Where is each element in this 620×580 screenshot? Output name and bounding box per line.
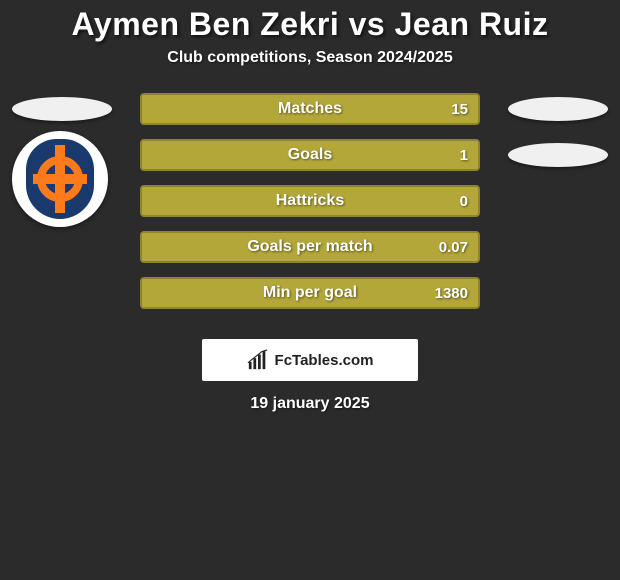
- stat-bar: Goals1: [140, 139, 480, 171]
- date-text: 19 january 2025: [0, 395, 620, 413]
- stat-value: 0.07: [439, 239, 468, 256]
- stat-label: Goals: [142, 146, 478, 164]
- page-title: Aymen Ben Zekri vs Jean Ruiz: [0, 0, 620, 43]
- stat-bar: Matches15: [140, 93, 480, 125]
- stat-label: Goals per match: [142, 238, 478, 256]
- stat-row: Min per goal1380: [0, 277, 620, 323]
- brand-box: FcTables.com: [202, 339, 418, 381]
- stat-label: Matches: [142, 100, 478, 118]
- stat-value: 15: [451, 101, 468, 118]
- stat-label: Min per goal: [142, 284, 478, 302]
- stat-rows-container: Matches15 Goals1 Hattricks0 Goals per match…: [0, 93, 620, 323]
- brand-text: FcTables.com: [275, 352, 374, 369]
- stat-bar: Hattricks0: [140, 185, 480, 217]
- stat-value: 1: [460, 147, 468, 164]
- bar-chart-icon: [247, 349, 269, 371]
- stat-row: Goals1: [0, 139, 620, 185]
- stat-row: Hattricks0: [0, 185, 620, 231]
- infographic-root: Aymen Ben Zekri vs Jean Ruiz Club compet…: [0, 0, 620, 580]
- player-right-marker: [508, 97, 608, 121]
- stat-bar: Min per goal1380: [140, 277, 480, 309]
- stat-row: Matches15: [0, 93, 620, 139]
- player-left-marker: [12, 97, 112, 121]
- stat-row: Goals per match0.07: [0, 231, 620, 277]
- stat-bar: Goals per match0.07: [140, 231, 480, 263]
- player-right-marker: [508, 143, 608, 167]
- stat-label: Hattricks: [142, 192, 478, 210]
- page-subtitle: Club competitions, Season 2024/2025: [0, 49, 620, 67]
- stat-value: 0: [460, 193, 468, 210]
- stat-value: 1380: [435, 285, 468, 302]
